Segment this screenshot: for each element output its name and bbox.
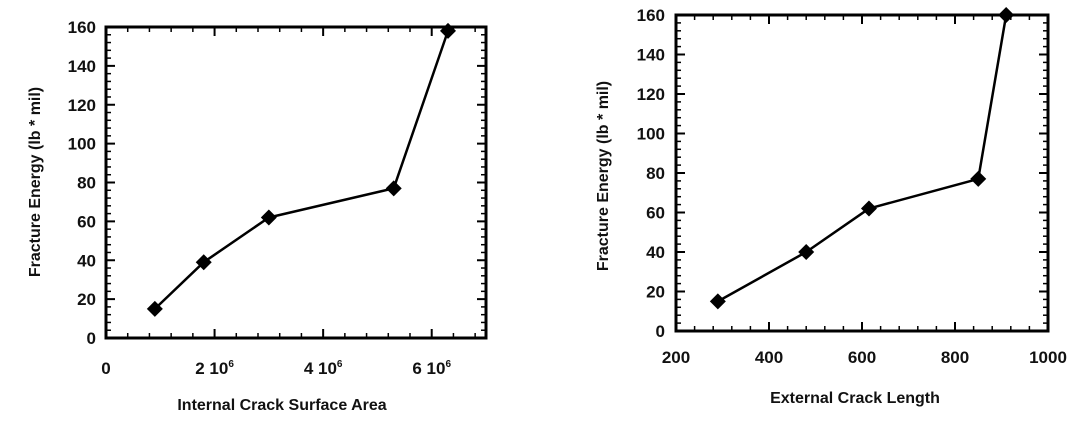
chart-external-crack: 0 20 40 60 80 100 120 140 160 200 400 600 800 1000 E… (595, 6, 1067, 407)
x-tick-label: 2 106 (195, 359, 234, 378)
y-tick-label: 100 (68, 135, 96, 154)
data-point-marker (260, 209, 277, 226)
y-tick-label: 80 (77, 174, 96, 193)
tick-marks (675, 14, 1049, 332)
x-tick-label: 200 (662, 348, 690, 367)
x-tick-labels: 0 2 106 4 106 6 106 (101, 359, 451, 378)
y-axis-title: Fracture Energy (lb * mil) (595, 81, 612, 271)
y-tick-label: 160 (68, 18, 96, 37)
x-tick-label: 6 106 (412, 359, 451, 378)
data-series (709, 7, 1015, 310)
y-tick-labels: 0 20 40 60 80 100 120 140 160 (637, 6, 665, 341)
y-tick-label: 40 (77, 251, 96, 270)
data-point-marker (970, 170, 987, 187)
data-point-marker (860, 200, 877, 217)
y-tick-labels: 0 20 40 60 80 100 120 140 160 (68, 18, 96, 348)
y-tick-label: 20 (77, 290, 96, 309)
series-line (153, 30, 450, 310)
data-point-marker (146, 300, 163, 317)
y-tick-label: 100 (637, 125, 665, 144)
data-series (146, 22, 456, 317)
y-tick-label: 80 (646, 164, 665, 183)
y-tick-label: 20 (646, 283, 665, 302)
y-tick-label: 0 (656, 322, 665, 341)
y-tick-label: 160 (637, 6, 665, 25)
x-tick-label: 1000 (1029, 348, 1067, 367)
y-axis-title: Fracture Energy (lb * mil) (27, 87, 44, 277)
x-axis-title: Internal Crack Surface Area (177, 397, 386, 414)
data-point-marker (440, 22, 456, 39)
x-tick-label: 400 (755, 348, 783, 367)
chart-internal-crack: 0 20 40 60 80 100 120 140 160 0 2 106 4 106 6 106 I… (27, 18, 488, 414)
x-axis-title: External Crack Length (770, 390, 940, 407)
y-tick-label: 60 (646, 204, 665, 223)
data-point-marker (385, 180, 402, 197)
y-tick-label: 140 (637, 46, 665, 65)
x-tick-label: 600 (848, 348, 876, 367)
y-tick-label: 0 (87, 329, 96, 348)
data-point-marker (195, 254, 212, 271)
series-line (717, 14, 1008, 303)
y-tick-label: 40 (646, 243, 665, 262)
y-tick-label: 120 (68, 96, 96, 115)
y-tick-label: 140 (68, 57, 96, 76)
x-tick-label: 4 106 (304, 359, 343, 378)
y-tick-label: 60 (77, 212, 96, 231)
plot-frame (674, 13, 1050, 333)
plot-frame (104, 25, 488, 340)
tick-marks (105, 26, 486, 339)
x-tick-labels: 200 400 600 800 1000 (662, 348, 1067, 367)
data-point-marker (798, 244, 815, 260)
y-tick-label: 120 (637, 85, 665, 104)
data-point-marker (998, 7, 1015, 23)
x-tick-label: 0 (101, 359, 110, 378)
x-tick-label: 800 (941, 348, 969, 367)
data-point-marker (709, 293, 726, 310)
